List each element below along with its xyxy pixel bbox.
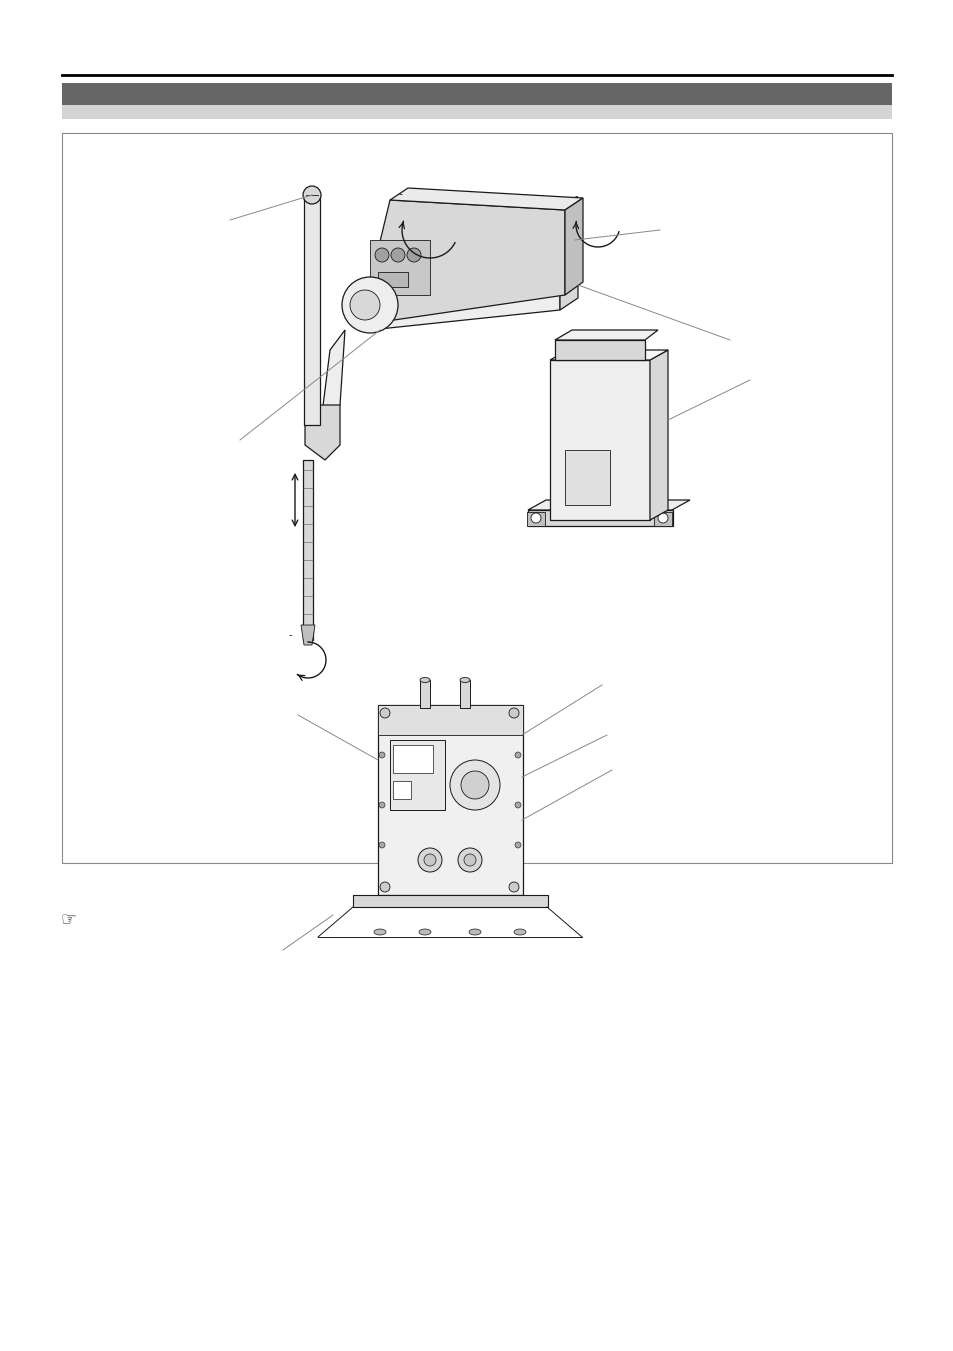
Text: -: - (288, 630, 292, 640)
Polygon shape (527, 500, 689, 509)
Bar (527, 509, 672, 526)
Circle shape (515, 842, 520, 848)
Bar (390, 740, 444, 811)
Polygon shape (305, 405, 339, 459)
Polygon shape (390, 188, 582, 209)
Bar (419, 680, 430, 708)
Circle shape (350, 290, 379, 320)
Bar (370, 240, 430, 295)
Circle shape (515, 802, 520, 808)
Bar (555, 340, 644, 359)
Circle shape (375, 249, 389, 262)
Circle shape (378, 842, 385, 848)
Ellipse shape (469, 929, 480, 935)
Polygon shape (550, 350, 667, 359)
Polygon shape (319, 330, 345, 430)
Circle shape (378, 802, 385, 808)
Polygon shape (559, 262, 578, 309)
Bar (62, 105, 891, 119)
Circle shape (303, 186, 320, 204)
Polygon shape (370, 262, 578, 290)
Circle shape (450, 761, 499, 811)
Text: -: - (574, 190, 578, 201)
Bar (526, 512, 544, 526)
Polygon shape (555, 330, 658, 340)
Bar (377, 705, 522, 735)
Circle shape (515, 753, 520, 758)
Circle shape (658, 513, 667, 523)
Circle shape (509, 882, 518, 892)
Circle shape (341, 277, 397, 332)
Ellipse shape (374, 929, 386, 935)
Bar (62, 132, 891, 863)
Bar (393, 744, 433, 773)
Ellipse shape (459, 677, 470, 682)
Polygon shape (564, 199, 582, 295)
Circle shape (379, 708, 390, 717)
Circle shape (378, 753, 385, 758)
Ellipse shape (514, 929, 525, 935)
Circle shape (463, 854, 476, 866)
Bar (654, 512, 671, 526)
Bar (304, 195, 319, 426)
Text: ☞: ☞ (60, 911, 76, 928)
Bar (303, 459, 313, 640)
Circle shape (509, 708, 518, 717)
Bar (564, 450, 609, 505)
Bar (377, 272, 408, 286)
Bar (353, 894, 547, 907)
Circle shape (407, 249, 420, 262)
Circle shape (379, 882, 390, 892)
Circle shape (391, 249, 405, 262)
Circle shape (460, 771, 489, 798)
Circle shape (531, 513, 540, 523)
Ellipse shape (418, 929, 431, 935)
Circle shape (457, 848, 481, 871)
Bar (393, 781, 411, 798)
Bar (550, 359, 649, 520)
Ellipse shape (419, 677, 430, 682)
Text: -: - (397, 189, 401, 199)
Circle shape (423, 854, 436, 866)
Bar (377, 705, 522, 894)
Circle shape (417, 848, 441, 871)
Bar (62, 82, 891, 105)
Polygon shape (370, 276, 559, 330)
Polygon shape (301, 626, 314, 644)
Bar (459, 680, 470, 708)
Polygon shape (649, 350, 667, 520)
Polygon shape (359, 200, 564, 326)
